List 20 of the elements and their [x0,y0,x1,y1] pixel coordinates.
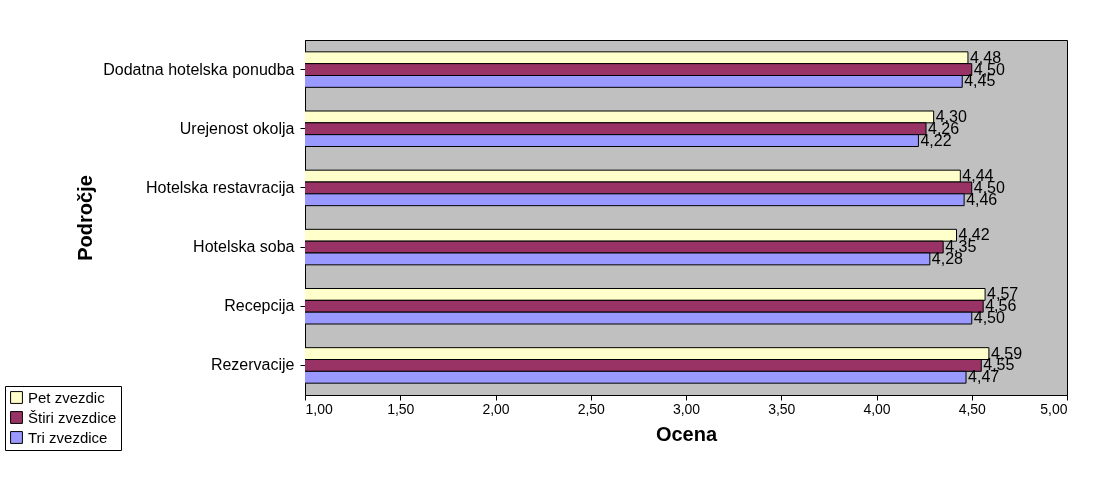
x-tick-label: 4,00 [863,400,891,417]
x-tick-label: 3,00 [672,400,701,417]
y-tick-label: Rezervacije [210,356,295,374]
x-tick-label: 2,00 [482,400,510,417]
y-axis-title: Področje [73,175,96,261]
legend-label: Štiri zvezdice [28,408,117,426]
legend-label: Tri zvezdice [28,428,108,446]
y-tick-label: Dodatna hotelska ponudba [103,60,295,78]
x-tick-label: 1,50 [387,400,415,417]
x-axis-title: Ocena [655,422,718,445]
y-tick-label: Hotelska restavracija [146,178,295,196]
y-tick-label: Urejenost okolja [179,119,295,137]
y-tick-label: Recepcija [224,297,295,315]
x-tick-label: 2,50 [577,400,606,417]
x-tick-label: 5,00 [1040,400,1068,417]
x-tick-label: 1,00 [305,400,333,417]
x-tick-label: 3,50 [768,400,796,417]
x-tick-label: 4,50 [958,400,987,417]
y-tick-label: Hotelska soba [193,238,295,256]
legend-label: Pet zvezdic [28,388,106,406]
